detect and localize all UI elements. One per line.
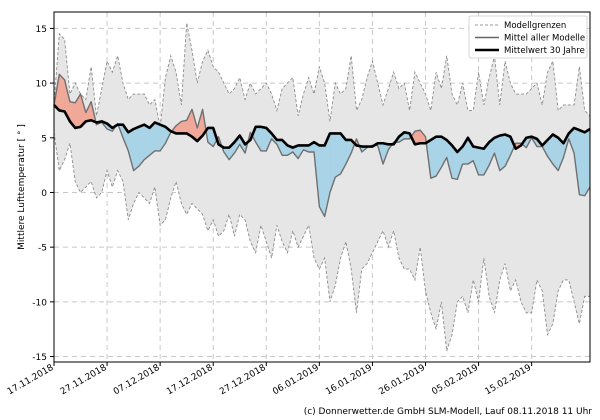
cold-anomaly-fill [154, 122, 161, 152]
model-lower-limit-line [53, 132, 590, 352]
cold-anomaly-fill [579, 129, 585, 196]
cold-anomaly-fill [144, 124, 150, 161]
cold-anomaly-fill [319, 145, 325, 217]
y-tick-label: -10 [32, 298, 47, 308]
y-tick-label: -5 [38, 244, 47, 254]
cold-anomaly-fill [133, 126, 140, 172]
model-upper-limit-line [53, 22, 591, 127]
y-tick-label: 0 [41, 189, 47, 199]
warm-anomaly-fill [181, 120, 187, 134]
cold-anomaly-fill [335, 133, 341, 178]
plot-frame [53, 11, 591, 363]
legend-label: Mittelwert 30 Jahre [504, 46, 585, 56]
legend-label: Modellgrenzen [504, 21, 566, 31]
series-lines [53, 73, 591, 218]
y-tick-label: 10 [36, 80, 48, 90]
y-tick-label: 15 [36, 25, 47, 35]
legend-label: Mittel aller Modelle [504, 34, 585, 44]
cold-anomaly-fill [478, 147, 485, 176]
cold-anomaly-fill [430, 136, 437, 179]
cold-anomaly-fill [260, 126, 267, 152]
copyright-credit: (c) Donnerwetter.de GmbH SLM-Modell, Lau… [303, 407, 592, 417]
cold-anomaly-fill [499, 134, 506, 172]
legend-box [468, 15, 588, 59]
cold-anomaly-fill [584, 128, 591, 197]
model-mean-line [53, 73, 591, 218]
climate-mean-line [53, 104, 591, 154]
y-tick-label: 5 [41, 134, 47, 144]
legend: Modellgrenzen Mittel aller Modelle Mittelw… [468, 15, 588, 59]
y-axis-label: Mittlere Lufttemperatur [ ° ] [17, 124, 27, 250]
y-tick-label: -15 [32, 353, 47, 363]
